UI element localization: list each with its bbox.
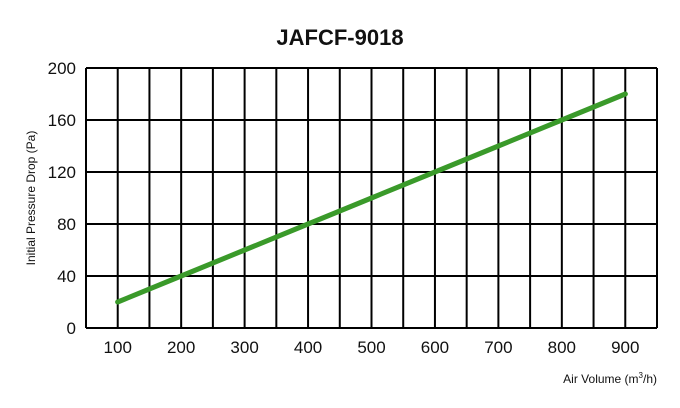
x-tick-label: 800: [548, 338, 576, 357]
x-axis-label: Air Volume (m3/h): [563, 371, 657, 386]
x-axis-label-tail: /h): [643, 372, 657, 386]
x-tick-label: 700: [484, 338, 512, 357]
data-point: [495, 143, 501, 149]
y-tick-label: 0: [67, 319, 76, 338]
y-tick-labels: 0 40 80 120 160 200: [48, 59, 76, 338]
data-point: [432, 169, 438, 175]
data-point: [559, 117, 565, 123]
x-tick-label: 200: [167, 338, 195, 357]
data-point: [242, 247, 248, 253]
data-point: [115, 299, 121, 305]
grid: [85, 67, 658, 329]
y-tick-label: 160: [48, 111, 76, 130]
x-tick-label: 900: [611, 338, 639, 357]
y-tick-label: 40: [57, 267, 76, 286]
x-axis-label-main: Air Volume (m: [563, 372, 638, 386]
y-tick-label: 80: [57, 215, 76, 234]
x-tick-label: 400: [294, 338, 322, 357]
series-layer: [115, 91, 628, 305]
data-point: [305, 221, 311, 227]
y-tick-label: 200: [48, 59, 76, 78]
x-axis-label-sup: 3: [639, 371, 644, 380]
x-tick-label: 600: [421, 338, 449, 357]
x-tick-label: 500: [357, 338, 385, 357]
x-tick-label: 100: [104, 338, 132, 357]
data-point: [178, 273, 184, 279]
y-axis-label: Initial Pressure Drop (Pa): [24, 131, 38, 266]
x-tick-label: 300: [230, 338, 258, 357]
data-point: [369, 195, 374, 201]
data-point: [622, 91, 628, 97]
chart-title: JAFCF-9018: [276, 25, 403, 50]
y-tick-label: 120: [48, 163, 76, 182]
x-tick-labels: 100 200 300 400 500 600 700 800 900: [104, 338, 640, 357]
